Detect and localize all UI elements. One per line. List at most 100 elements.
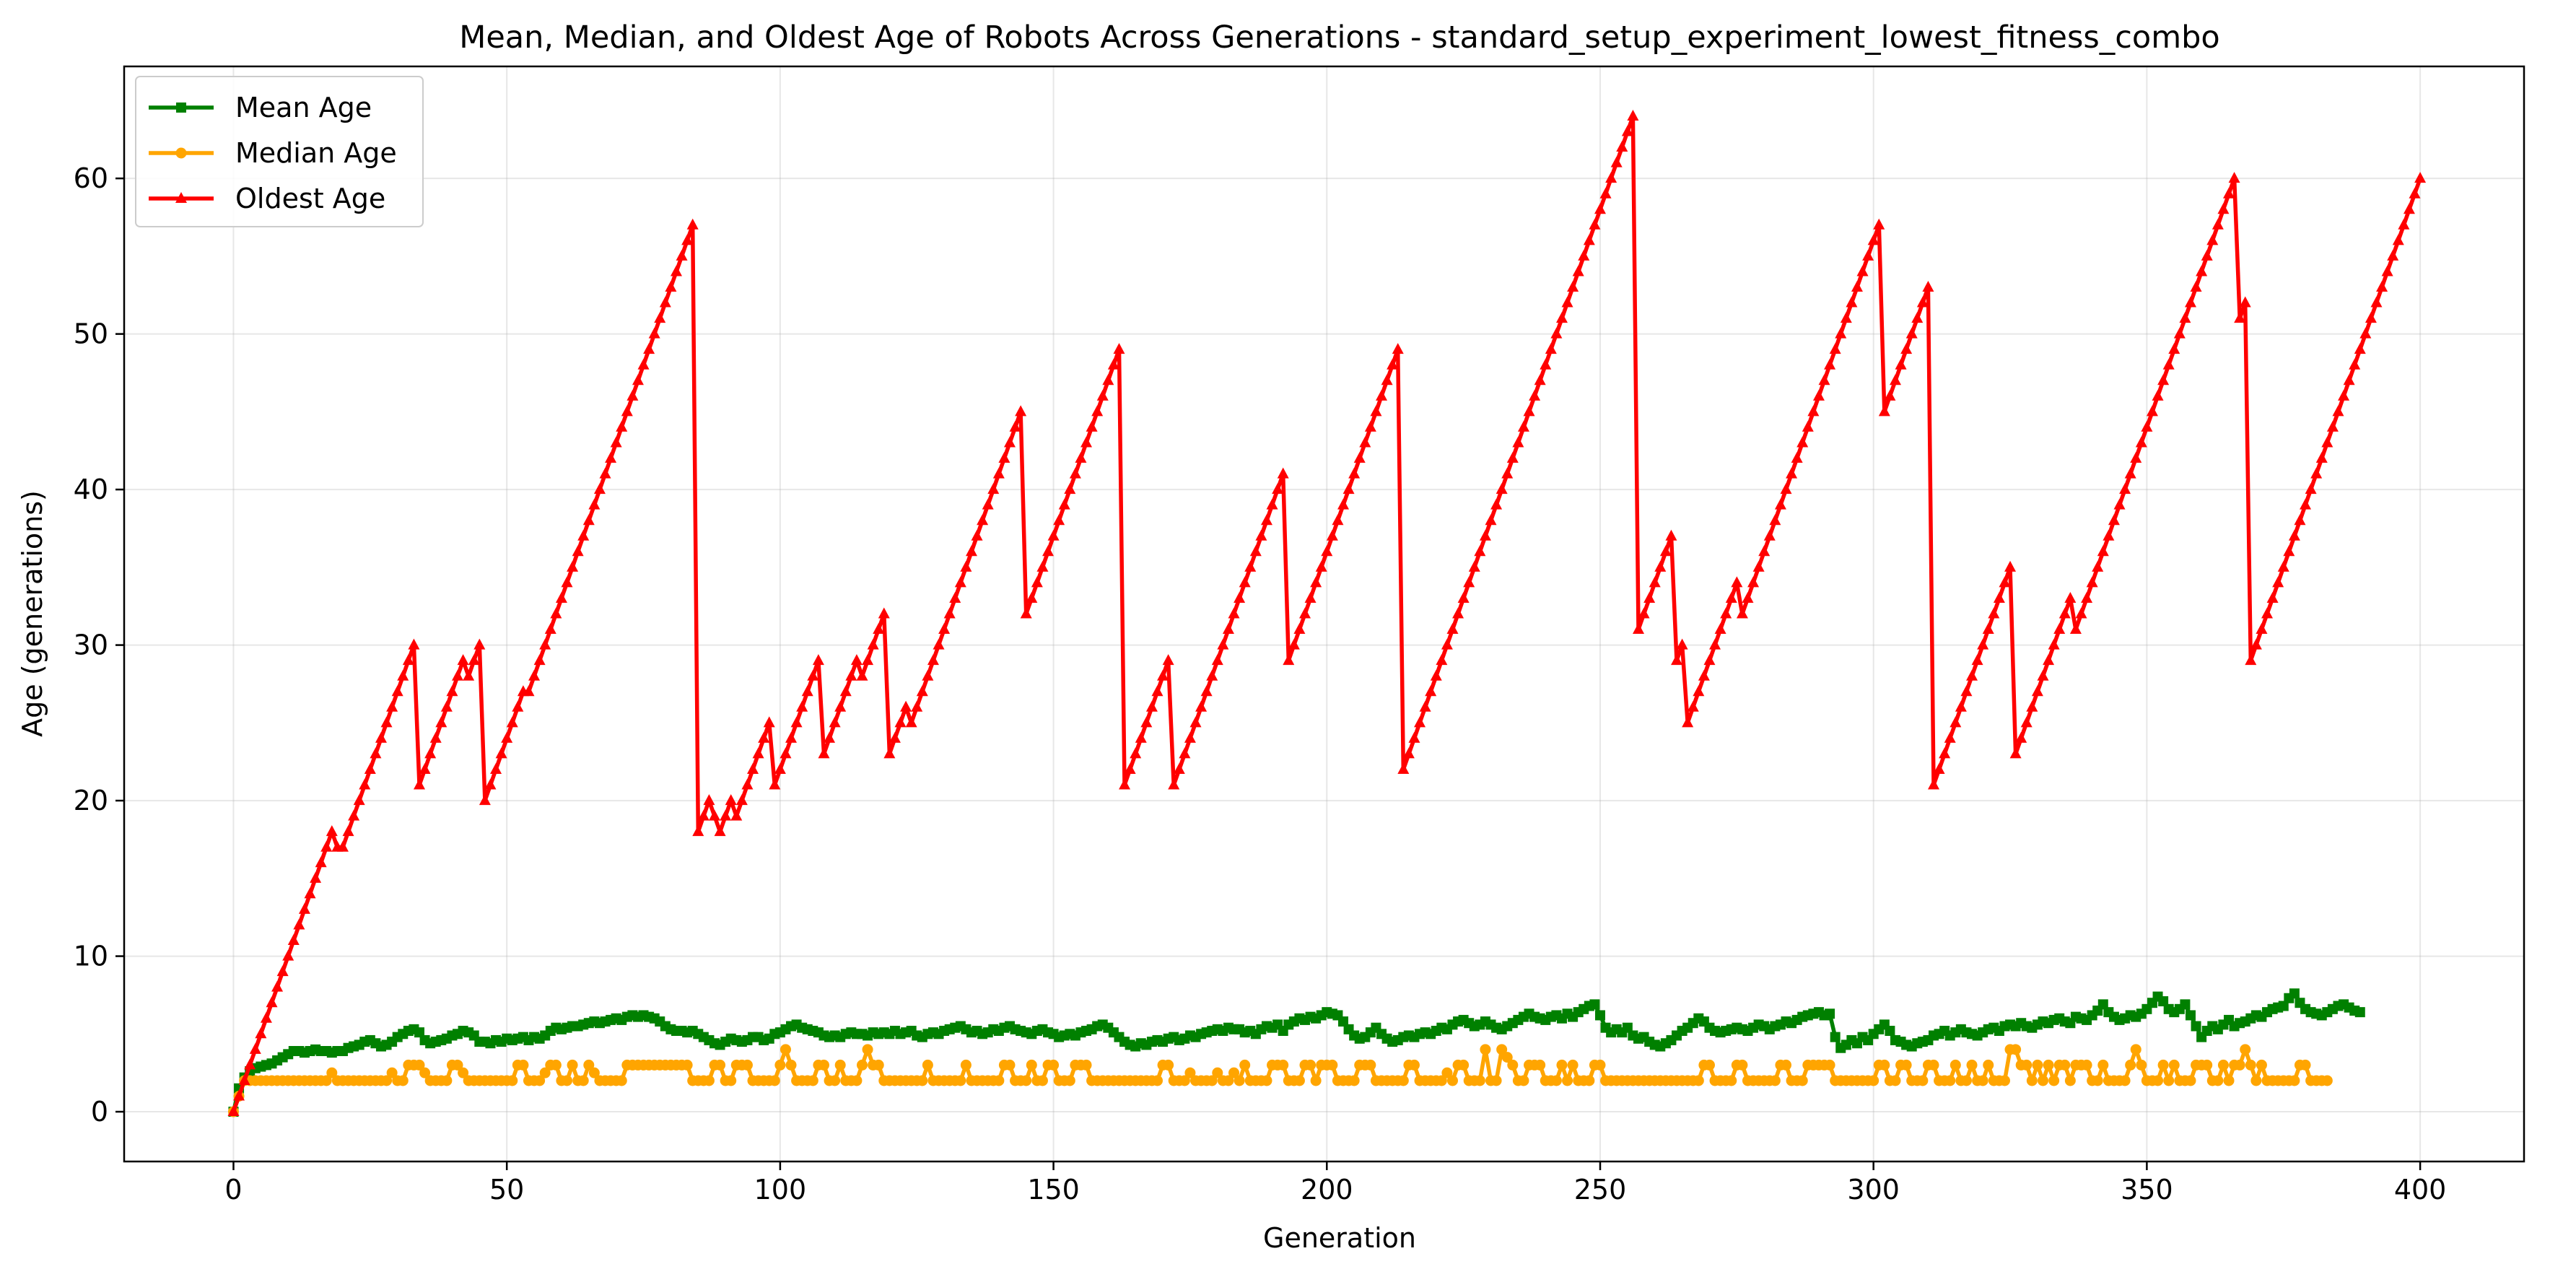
oldest-age-point	[1015, 405, 1027, 417]
median-age-point	[1796, 1075, 1808, 1086]
median-age-point	[1890, 1075, 1901, 1086]
oldest-age-point	[1408, 731, 1420, 743]
oldest-age-point	[348, 809, 360, 821]
oldest-age-point	[2009, 747, 2022, 759]
oldest-age-point	[1567, 280, 1579, 292]
oldest-age-point	[1080, 436, 1093, 448]
oldest-age-point	[2381, 265, 2393, 276]
oldest-age-point	[692, 825, 704, 837]
median-age-point	[856, 1059, 868, 1071]
oldest-age-point	[2272, 576, 2284, 588]
oldest-age-point	[1425, 685, 1437, 697]
oldest-age-point	[938, 623, 951, 635]
oldest-age-point	[1364, 420, 1376, 432]
oldest-age-point	[1135, 731, 1147, 743]
oldest-age-point	[665, 280, 677, 292]
oldest-age-point	[1298, 607, 1311, 619]
oldest-age-point	[2069, 623, 2082, 635]
oldest-age-point	[424, 747, 437, 759]
median-age-point	[1163, 1059, 1174, 1071]
median-age-point	[1868, 1075, 1879, 1086]
oldest-age-point	[1086, 420, 1098, 432]
oldest-age-point	[2283, 545, 2295, 557]
median-age-point	[1212, 1067, 1223, 1078]
oldest-age-point	[1720, 607, 1732, 619]
oldest-age-point	[397, 669, 409, 681]
oldest-age-point	[512, 700, 524, 712]
median-age-point	[1824, 1059, 1835, 1071]
oldest-age-point	[244, 1058, 256, 1070]
oldest-age-point	[2239, 296, 2251, 308]
oldest-age-point	[572, 545, 584, 557]
oldest-age-point	[616, 420, 628, 432]
legend-item-mean-age: Mean Age	[149, 92, 372, 123]
oldest-age-point	[2245, 654, 2257, 666]
oldest-age-point	[2108, 514, 2120, 526]
oldest-age-point	[353, 794, 365, 806]
oldest-age-point	[785, 731, 798, 743]
mean-age-point	[2191, 1021, 2201, 1032]
oldest-age-point	[1272, 483, 1284, 494]
median-age-point	[2245, 1059, 2256, 1071]
oldest-age-point	[1359, 436, 1371, 448]
oldest-age-point	[1189, 716, 1202, 728]
oldest-age-point	[1260, 514, 1272, 526]
chart-title: Mean, Median, and Oldest Age of Robots A…	[459, 19, 2219, 56]
median-age-point	[818, 1059, 829, 1071]
oldest-age-point	[2338, 389, 2350, 401]
median-age-point	[2223, 1075, 2235, 1086]
median-age-point	[2212, 1075, 2224, 1086]
oldest-age-point	[2173, 327, 2186, 339]
oldest-age-point	[2048, 638, 2060, 650]
oldest-age-point	[905, 716, 917, 728]
median-age-point	[2037, 1075, 2048, 1086]
oldest-age-point	[1069, 467, 1081, 479]
oldest-age-point	[703, 794, 715, 806]
oldest-age-point	[1693, 685, 1705, 697]
oldest-age-point	[790, 716, 803, 728]
oldest-age-point	[1151, 685, 1163, 697]
oldest-age-point	[676, 249, 688, 261]
oldest-age-point	[593, 483, 606, 494]
oldest-age-point	[735, 794, 748, 806]
oldest-age-point	[1337, 498, 1350, 510]
oldest-age-point	[856, 669, 868, 681]
oldest-age-point	[1249, 545, 1262, 557]
oldest-age-point	[1878, 405, 1890, 417]
oldest-age-point	[1840, 312, 1852, 323]
oldest-age-point	[2190, 280, 2202, 292]
median-age-point	[1310, 1075, 1322, 1086]
oldest-age-point	[1211, 654, 1223, 666]
oldest-age-point	[1162, 654, 1174, 666]
oldest-age-point	[1157, 669, 1169, 681]
oldest-age-point	[1966, 669, 1978, 681]
mean-age-point	[2185, 1010, 2196, 1021]
oldest-age-point	[1381, 374, 1393, 385]
oldest-age-point	[260, 1011, 272, 1023]
median-age-point	[993, 1075, 1005, 1086]
mean-age-series	[228, 988, 2365, 1117]
oldest-age-point	[435, 716, 447, 728]
x-tick-label: 250	[1574, 1174, 1627, 1206]
median-age-point	[1480, 1044, 1491, 1055]
oldest-age-point	[588, 498, 601, 510]
oldest-age-point	[1244, 560, 1257, 572]
oldest-age-point	[1506, 452, 1519, 463]
mean-age-point	[2180, 999, 2191, 1010]
oldest-age-point	[271, 980, 284, 992]
oldest-age-point	[2097, 545, 2109, 557]
oldest-age-point	[670, 265, 682, 276]
median-age-point	[1327, 1059, 1338, 1071]
oldest-age-point	[1873, 218, 1885, 230]
median-age-point	[2168, 1059, 2180, 1071]
oldest-age-point	[364, 762, 376, 774]
oldest-age-point	[2305, 483, 2317, 494]
median-age-point	[1036, 1075, 1048, 1086]
mean-age-point	[2289, 988, 2300, 999]
oldest-age-point	[2392, 234, 2404, 245]
oldest-age-point	[2201, 249, 2213, 261]
oldest-age-point	[310, 871, 322, 883]
median-age-point	[2032, 1059, 2043, 1071]
oldest-age-point	[293, 918, 305, 930]
median-age-point	[774, 1059, 786, 1071]
